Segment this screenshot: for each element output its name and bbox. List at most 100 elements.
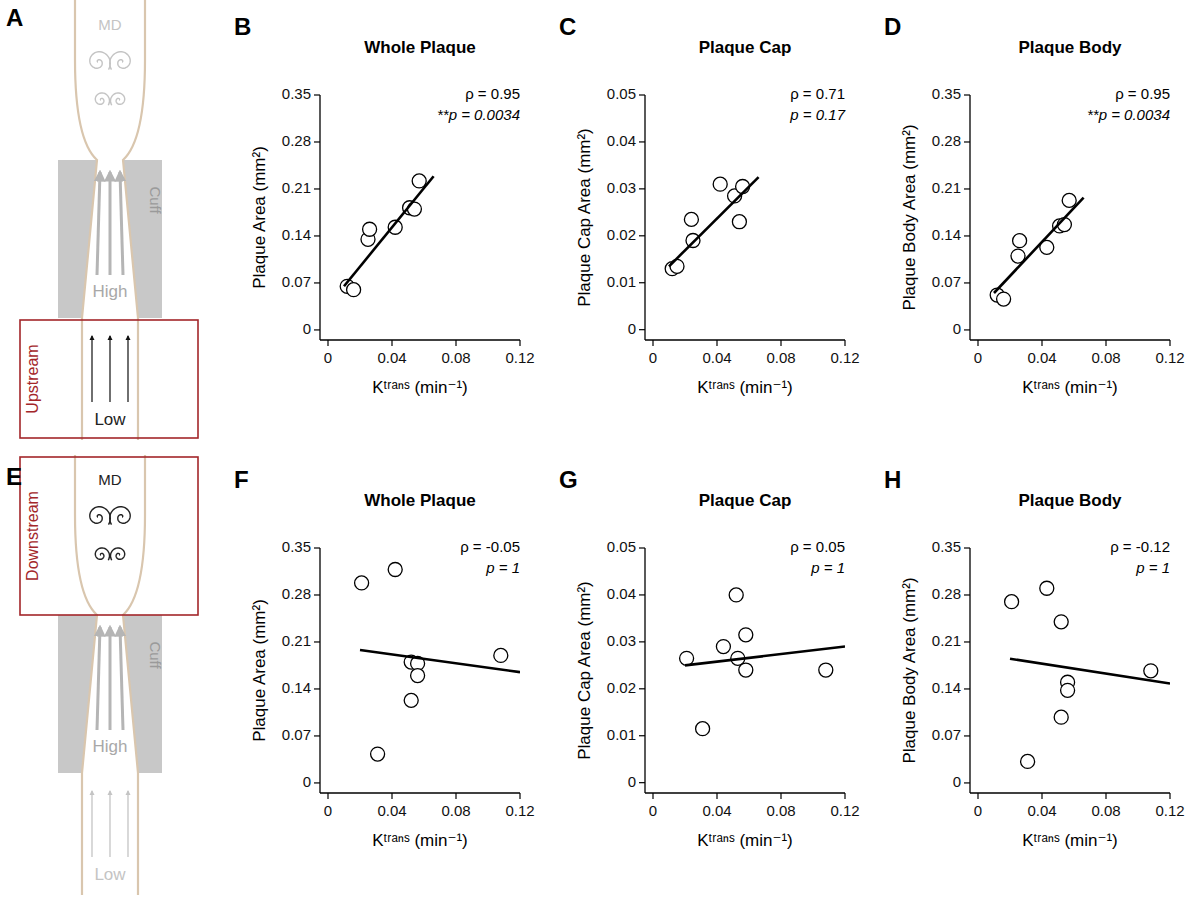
point [1054,615,1068,629]
low-label: Low [94,865,126,884]
x-tick-label: 0.04 [377,802,406,819]
flow-arrow [97,172,100,275]
y-tick-label: 0.28 [932,585,961,602]
x-axis-title: Kᵗʳᵃⁿˢ (min⁻¹) [1022,831,1118,850]
y-tick-label: 0.14 [282,679,311,696]
y-tick-label: 0 [953,773,961,790]
x-tick [327,793,328,799]
point [1021,754,1035,768]
y-tick [314,282,320,283]
x-tick [844,793,845,799]
y-tick-label: 0.21 [282,179,311,196]
point [363,222,377,236]
vortex [95,548,109,560]
y-tick [639,141,645,142]
y-tick-label: 0.07 [282,273,311,290]
point [729,588,743,602]
x-tick [519,793,520,799]
y-tick [964,547,970,548]
y-tick [639,94,645,95]
cuff-label: Cuff [147,641,164,669]
panel-letter: E [6,463,22,490]
region-box [20,457,198,615]
annotation: p = 1 [810,559,845,576]
point [411,669,425,683]
point [1062,193,1076,207]
point [412,174,426,188]
marks [680,588,845,736]
region-label: Upstream [24,344,41,413]
x-tick [977,340,978,346]
y-tick [964,141,970,142]
y-tick [314,641,320,642]
panel: 00.070.140.210.280.3500.040.080.12Whole … [234,13,535,397]
y-tick [314,547,320,548]
y-tick [964,235,970,236]
y-tick-label: 0.35 [932,538,961,555]
panel: 00.070.140.210.280.3500.040.080.12Whole … [234,466,535,850]
y-tick [639,641,645,642]
x-axis-title: Kᵗʳᵃⁿˢ (min⁻¹) [1022,378,1118,397]
x-tick-label: 0.08 [1091,349,1120,366]
y-tick-label: 0.07 [932,273,961,290]
vessel-wall [75,0,97,440]
x-tick [780,340,781,346]
figure: 0 0.07 0.14 0.21 0.28 0.35 0 0.04 0.08 0.12 Whole … [0,0,1194,906]
point [1040,581,1054,595]
fit-line [669,177,759,266]
high-label: High [93,282,128,301]
panel-letter: H [884,466,901,493]
y-tick-label: 0.02 [607,679,636,696]
cuff [58,160,97,318]
annotation: p = 0.17 [789,106,845,123]
x-tick-label: 0.04 [1027,802,1056,819]
y-tick-label: 0.14 [932,679,961,696]
y-tick [314,141,320,142]
vessel-wall [123,0,145,440]
region-label: Downstream [24,491,41,581]
vortex [110,507,131,525]
x-tick-label: 0.04 [702,802,731,819]
y-tick [964,782,970,783]
flow-arrow [127,336,128,402]
annotation: ρ = 0.95 [1115,85,1170,102]
cuff [123,615,162,773]
panel-title: Plaque Cap [699,38,792,57]
flow-arrow [109,791,110,857]
y-tick [314,688,320,689]
y-axis-line [644,95,645,340]
annotation: p = 1 [485,559,520,576]
x-tick [716,793,717,799]
panel-title: Whole Plaque [364,491,475,510]
fit-line [1010,659,1170,684]
y-tick-label: 0 [953,320,961,337]
x-tick-label: 0.04 [702,349,731,366]
y-tick-label: 0.03 [607,632,636,649]
annotation: ρ = 0.05 [790,538,845,555]
x-axis-title: Kᵗʳᵃⁿˢ (min⁻¹) [697,378,793,397]
annotation: **p = 0.0034 [1087,106,1170,123]
md-label: MD [98,16,121,33]
y-tick-label: 0 [303,320,311,337]
y-axis-title: Plaque Body Area (mm²) [900,577,919,763]
x-tick-label: 0.08 [766,349,795,366]
point [347,283,361,297]
y-tick-label: 0.03 [607,179,636,196]
x-tick-label: 0.08 [441,349,470,366]
x-tick [716,340,717,346]
point [713,177,727,191]
low-label: Low [94,410,126,429]
x-tick-label: 0.08 [766,802,795,819]
point [716,640,730,654]
y-axis-title: Plaque Body Area (mm²) [900,124,919,310]
marks [665,177,758,276]
x-tick-label: 0.12 [505,349,534,366]
flow-arrow [109,172,112,275]
x-tick-label: 0 [649,349,657,366]
y-tick-label: 0.05 [607,85,636,102]
y-tick-label: 0.14 [932,226,961,243]
x-tick [391,340,392,346]
point [686,233,700,247]
flow-arrow [109,627,112,730]
marks [1005,581,1170,768]
